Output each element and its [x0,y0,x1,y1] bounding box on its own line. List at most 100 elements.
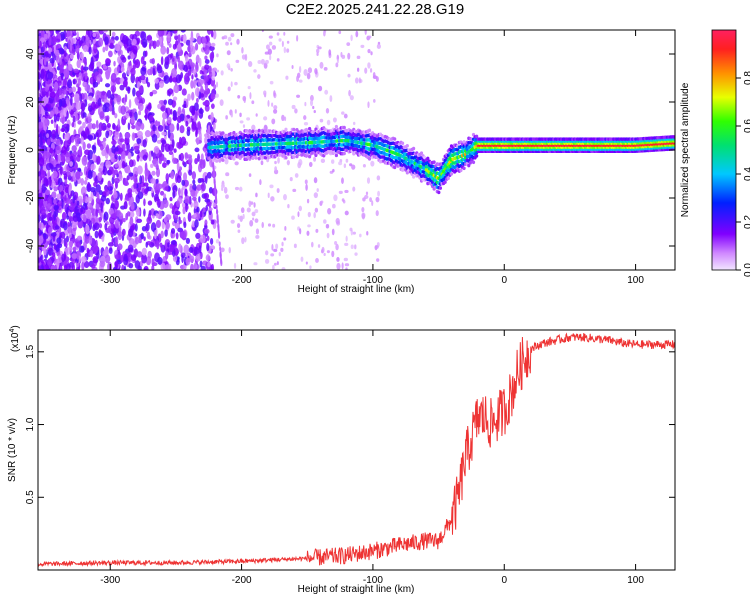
heatmap-cell [144,113,148,121]
heatmap-cell [129,111,133,119]
heatmap-cell [251,156,255,161]
heatmap-cell [304,154,309,158]
heatmap-cell [364,30,367,35]
heatmap-cell [140,31,147,41]
heatmap-cell [225,194,229,199]
heatmap-cell [150,222,157,232]
heatmap-cell [92,152,96,162]
heatmap-cell [200,85,204,93]
heatmap-cell [44,86,49,92]
heatmap-cell [172,189,176,199]
heatmap-cell [60,128,66,133]
heatmap-cell [41,183,46,194]
heatmap-cell [328,49,332,56]
heatmap-cell [134,223,138,232]
heatmap-cell [320,200,324,204]
heatmap-cell [182,206,186,215]
heatmap-cell [471,160,476,165]
heatmap-cell [104,83,111,88]
heatmap-cell [126,211,131,217]
heatmap-cell [153,146,160,154]
heatmap-cell [107,50,113,58]
heatmap-cell [87,134,94,140]
heatmap-cell [114,199,119,210]
heatmap-cell [219,250,222,256]
heatmap-cell [467,163,471,168]
heatmap-cell [192,179,196,185]
heatmap-cell [105,160,111,169]
heatmap-cell [356,55,361,60]
heatmap-cell [39,40,42,49]
heatmap-cell [65,97,70,107]
heatmap-cell [134,58,141,69]
heatmap-cell [110,222,115,229]
heatmap-cell [195,232,201,239]
heatmap-cell [64,178,68,185]
heatmap-cell [374,245,379,249]
heatmap-cell [354,77,359,84]
heatmap-cell [67,221,71,227]
heatmap-cell [225,172,230,177]
heatmap-cell [309,94,314,102]
heatmap-cell [303,68,308,76]
heatmap-cell [55,123,59,134]
heatmap-cell [278,38,282,42]
heatmap-cell [345,158,349,163]
heatmap-cell [67,211,72,217]
heatmap-cell [125,195,128,201]
heatmap-cell [143,182,149,187]
heatmap-cell [234,161,239,166]
heatmap-cell [84,126,90,135]
heatmap-cell [195,130,198,138]
heatmap-cell [261,30,264,33]
heatmap-cell [449,172,454,176]
heatmap-cell [149,91,154,97]
heatmap-cell [141,253,147,264]
heatmap-cell [143,149,147,154]
heatmap-cell [296,94,301,98]
heatmap-cell [284,127,288,132]
heatmap-cell [341,177,344,185]
heatmap-cell [209,52,215,61]
heatmap-cell [199,210,203,218]
heatmap-cell [160,143,165,153]
heatmap-cell [87,161,91,168]
heatmap-cell [333,194,338,202]
heatmap-cell [193,246,200,257]
heatmap-cell [226,50,231,56]
heatmap-cell [370,160,375,167]
heatmap-cell [38,157,45,167]
heatmap-cell [136,218,143,223]
heatmap-cell [139,74,146,81]
heatmap-cell [87,196,93,202]
heatmap-cell [40,30,44,39]
heatmap-cell [206,128,211,136]
heatmap-cell [91,217,95,224]
heatmap-cell [191,91,195,101]
heatmap-cell [204,136,208,145]
heatmap-cell [336,58,339,64]
heatmap-cell [213,180,216,186]
heatmap-cell [354,252,358,256]
heatmap-cell [443,180,447,184]
heatmap-cell [167,129,171,139]
heatmap-cell [38,164,41,172]
heatmap-cell [107,262,113,270]
heatmap-cell [197,121,201,131]
heatmap-cell [179,125,185,134]
heatmap-cell [96,61,102,68]
heatmap-cell [204,55,208,61]
heatmap-cell [110,93,115,101]
heatmap-cell [252,217,255,221]
heatmap-cell [196,88,200,98]
heatmap-cell [182,160,185,166]
heatmap-cell [244,236,247,243]
heatmap-cell [334,153,339,158]
heatmap-cell [151,258,155,267]
heatmap-cell [257,156,261,161]
heatmap-cell [75,45,80,54]
heatmap-cell [57,80,62,86]
heatmap-cell [261,221,264,229]
heatmap-cell [313,212,316,219]
heatmap-cell [75,241,82,248]
